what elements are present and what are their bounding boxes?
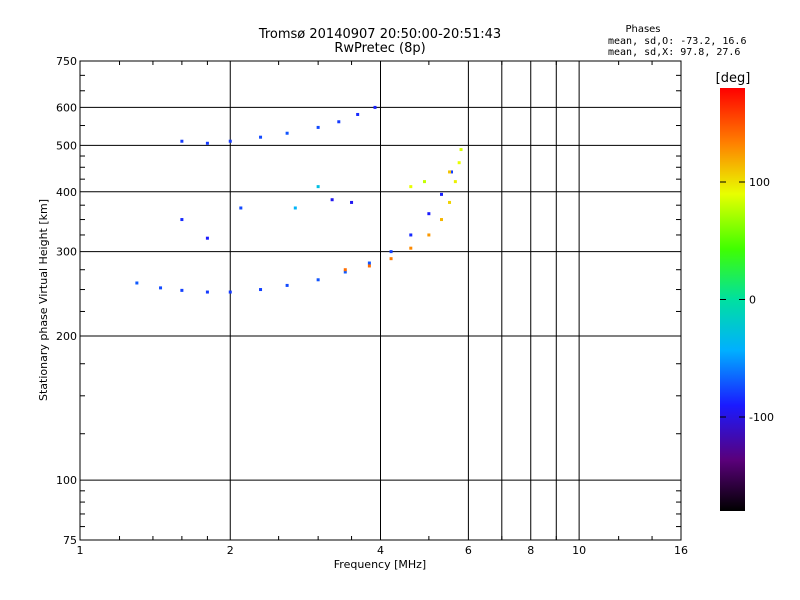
data-point	[389, 250, 393, 254]
data-point	[448, 170, 452, 174]
data-point	[367, 264, 371, 268]
y-tick-label: 500	[56, 139, 77, 152]
data-point	[259, 288, 263, 292]
data-point	[373, 105, 377, 109]
y-tick-label: 200	[56, 330, 77, 343]
data-point	[356, 112, 360, 116]
chart-subtitle: RwPretec (8p)	[334, 41, 425, 56]
data-point	[448, 200, 452, 204]
data-point	[409, 246, 413, 250]
data-point	[330, 198, 334, 202]
data-point	[350, 200, 354, 204]
y-tick-label: 75	[63, 534, 77, 547]
data-point	[316, 125, 320, 129]
annotation-line-o: mean, sd,O: -73.2, 16.6	[608, 36, 746, 47]
data-point	[180, 218, 184, 222]
data-point	[285, 131, 289, 135]
phase-annotation: Phases mean, sd,O: -73.2, 16.6 mean, sd,…	[608, 24, 746, 58]
data-point	[180, 288, 184, 292]
x-axis: 1 2 4 6 8 10 16	[77, 61, 688, 557]
y-tick-label: 750	[56, 55, 77, 68]
data-point	[285, 283, 289, 287]
data-point	[135, 281, 139, 285]
annotation-line-x: mean, sd,X: 97.8, 27.6	[608, 47, 740, 58]
data-point	[159, 286, 163, 290]
y-tick-label: 600	[56, 101, 77, 114]
data-point	[316, 278, 320, 282]
x-tick-label: 6	[465, 544, 472, 557]
data-point	[427, 233, 431, 237]
x-tick-label: 2	[227, 544, 234, 557]
x-tick-label: 4	[377, 544, 384, 557]
colorbar-tick-label: -100	[749, 411, 774, 424]
data-point	[449, 170, 453, 174]
plot-frame	[79, 60, 682, 541]
x-axis-label: Frequency [MHz]	[334, 558, 426, 571]
data-points	[135, 105, 463, 294]
data-point	[180, 139, 184, 143]
chart-title: Tromsø 20140907 20:50:00-20:51:43	[258, 27, 501, 42]
data-point	[440, 218, 444, 222]
data-point	[293, 206, 297, 210]
data-point	[337, 120, 341, 124]
colorbar-label: [deg]	[716, 71, 751, 86]
annotation-title: Phases	[625, 24, 660, 35]
grid-lines	[80, 61, 681, 540]
y-tick-label: 100	[56, 474, 77, 487]
data-point	[457, 161, 461, 165]
colorbar-tick-label: 100	[749, 176, 770, 189]
data-point	[453, 180, 457, 184]
data-point	[440, 192, 444, 196]
data-point	[389, 257, 393, 261]
y-tick-label: 400	[56, 186, 77, 199]
x-tick-label: 1	[77, 544, 84, 557]
colorbar-tick-label: 0	[749, 294, 756, 307]
data-point	[422, 180, 426, 184]
data-point	[343, 268, 347, 272]
data-point	[228, 290, 232, 294]
data-point	[367, 261, 371, 265]
x-tick-label: 16	[674, 544, 688, 557]
x-tick-label: 10	[572, 544, 586, 557]
data-point	[228, 139, 232, 143]
data-point	[409, 233, 413, 237]
data-point	[459, 148, 463, 152]
data-point	[205, 141, 209, 145]
colorbar: [deg] 100 0 -100	[716, 71, 774, 511]
data-point	[316, 185, 320, 189]
x-tick-label: 8	[527, 544, 534, 557]
y-axis: 75 100 200 300 400 500 600 750	[56, 55, 681, 547]
colorbar-ticks: 100 0 -100	[720, 176, 774, 424]
y-axis-label: Stationary phase Virtual Height [km]	[37, 199, 50, 401]
data-point	[409, 185, 413, 189]
data-point	[259, 135, 263, 139]
y-tick-label: 300	[56, 246, 77, 259]
data-point	[343, 270, 347, 274]
data-point	[205, 236, 209, 240]
data-point	[239, 206, 243, 210]
data-point	[427, 212, 431, 216]
data-point	[205, 290, 209, 294]
